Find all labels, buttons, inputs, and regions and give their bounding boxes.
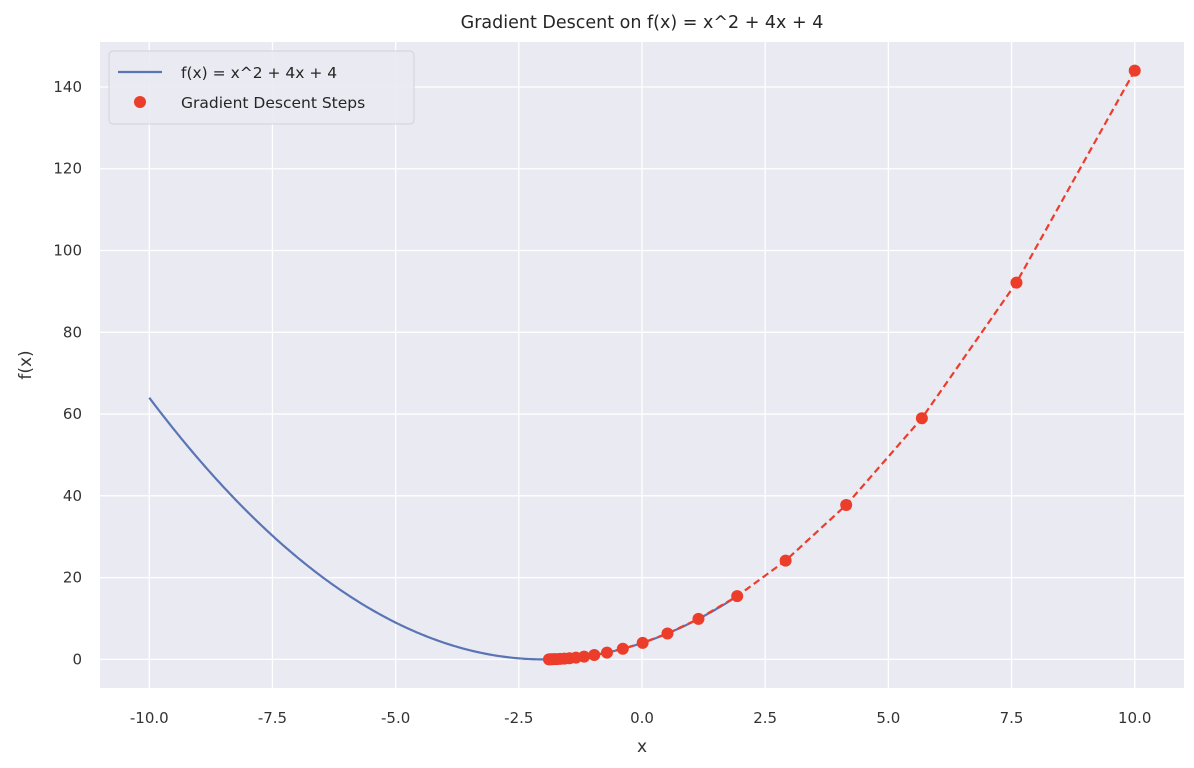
descent-step-point — [542, 653, 555, 666]
x-axis-ticks: -10.0 -7.5 -5.0 -2.5 0.0 2.5 5.0 7.5 10.0 — [130, 709, 1152, 727]
x-axis-title: x — [637, 737, 647, 757]
x-tick-label: 7.5 — [1000, 709, 1024, 727]
y-tick-label: 120 — [53, 160, 82, 178]
y-axis-title: f(x) — [16, 350, 36, 379]
x-tick-label: -7.5 — [258, 709, 287, 727]
descent-step-point — [1010, 276, 1023, 289]
legend-dot-swatch — [134, 96, 146, 108]
descent-step-point — [731, 590, 744, 603]
y-axis-ticks: 0 20 40 60 80 100 120 140 — [53, 78, 82, 668]
descent-step-point — [616, 642, 629, 655]
descent-step-point — [1128, 64, 1141, 77]
descent-step-point — [588, 649, 601, 662]
legend-label-function: f(x) = x^2 + 4x + 4 — [181, 64, 337, 82]
legend: f(x) = x^2 + 4x + 4 Gradient Descent Ste… — [108, 50, 415, 125]
legend-box — [108, 50, 415, 125]
x-tick-label: 10.0 — [1118, 709, 1151, 727]
descent-step-point — [661, 627, 674, 640]
y-tick-label: 100 — [53, 242, 82, 260]
descent-step-point — [636, 636, 649, 649]
series-layer — [148, 64, 1141, 666]
descent-step-point — [779, 554, 792, 567]
y-tick-label: 20 — [63, 569, 82, 587]
descent-step-point — [915, 412, 928, 425]
y-tick-label: 140 — [53, 78, 82, 96]
y-tick-label: 80 — [63, 323, 82, 341]
grid-lines — [100, 42, 1184, 688]
x-tick-label: -10.0 — [130, 709, 169, 727]
y-tick-label: 40 — [63, 487, 82, 505]
chart-title: Gradient Descent on f(x) = x^2 + 4x + 4 — [461, 13, 824, 33]
descent-step-point — [600, 646, 613, 659]
legend-label-steps: Gradient Descent Steps — [181, 94, 365, 112]
x-tick-label: 2.5 — [753, 709, 777, 727]
descent-step-point — [692, 612, 705, 625]
x-tick-label: -5.0 — [381, 709, 410, 727]
x-tick-label: 0.0 — [630, 709, 654, 727]
x-tick-label: 5.0 — [876, 709, 900, 727]
y-tick-label: 60 — [63, 405, 82, 423]
y-tick-label: 0 — [72, 650, 82, 668]
descent-step-point — [840, 499, 853, 512]
x-tick-label: -2.5 — [504, 709, 533, 727]
